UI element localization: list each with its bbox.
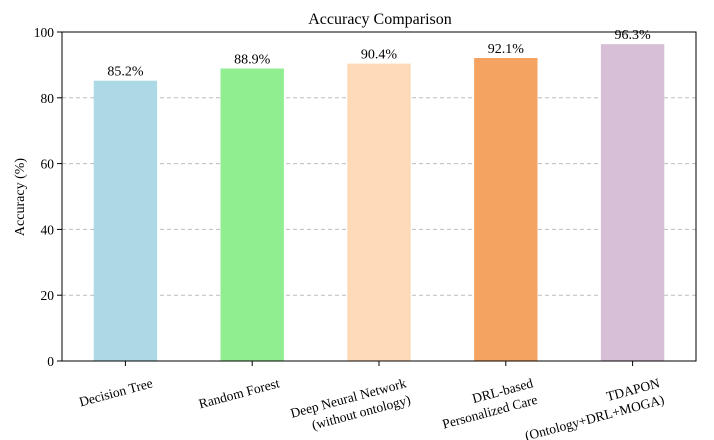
svg-text:TDAPON(Ontology+DRL+MOGA): TDAPON(Ontology+DRL+MOGA) <box>519 375 666 440</box>
y-tick-label: 80 <box>41 91 55 106</box>
bar-value-label: 92.1% <box>488 42 525 57</box>
svg-text:Decision Tree: Decision Tree <box>77 375 154 409</box>
bar-value-label: 85.2% <box>107 65 144 80</box>
y-tick-label: 100 <box>34 25 55 40</box>
x-tick-label: DRL-basedPersonalized Care <box>436 375 539 431</box>
y-tick-label: 0 <box>47 354 54 369</box>
x-axis-ticks: Decision Tree Random Forest Deep Neural Ne… <box>77 361 666 440</box>
bar <box>347 63 411 362</box>
bar-value-label: 96.3% <box>615 28 652 43</box>
x-tick-label: TDAPON(Ontology+DRL+MOGA) <box>519 375 666 440</box>
bar-value-label: 90.4% <box>361 48 398 63</box>
bar-value-label: 88.9% <box>234 53 271 68</box>
bar <box>93 80 158 361</box>
y-axis-label: Accuracy (%) <box>13 158 28 236</box>
bar <box>600 44 665 361</box>
y-tick-label: 60 <box>41 157 55 172</box>
plot-frame <box>61 31 697 362</box>
y-axis-ticks: 0 20 40 60 80 100 <box>34 25 62 369</box>
bar <box>220 68 284 362</box>
bar <box>474 57 538 362</box>
y-tick-label: 40 <box>41 222 55 237</box>
bars <box>93 44 665 362</box>
x-tick-label: Deep Neural Network(without ontology) <box>289 375 413 437</box>
svg-text:Deep Neural Network(without on: Deep Neural Network(without ontology) <box>289 375 413 437</box>
x-tick-label: Random Forest <box>197 375 281 411</box>
x-tick-label: Decision Tree <box>77 375 154 409</box>
y-tick-label: 20 <box>41 288 55 303</box>
svg-text:DRL-basedPersonalized Care: DRL-basedPersonalized Care <box>436 375 539 431</box>
chart-title: Accuracy Comparison <box>308 11 452 28</box>
svg-text:Random Forest: Random Forest <box>197 375 281 411</box>
